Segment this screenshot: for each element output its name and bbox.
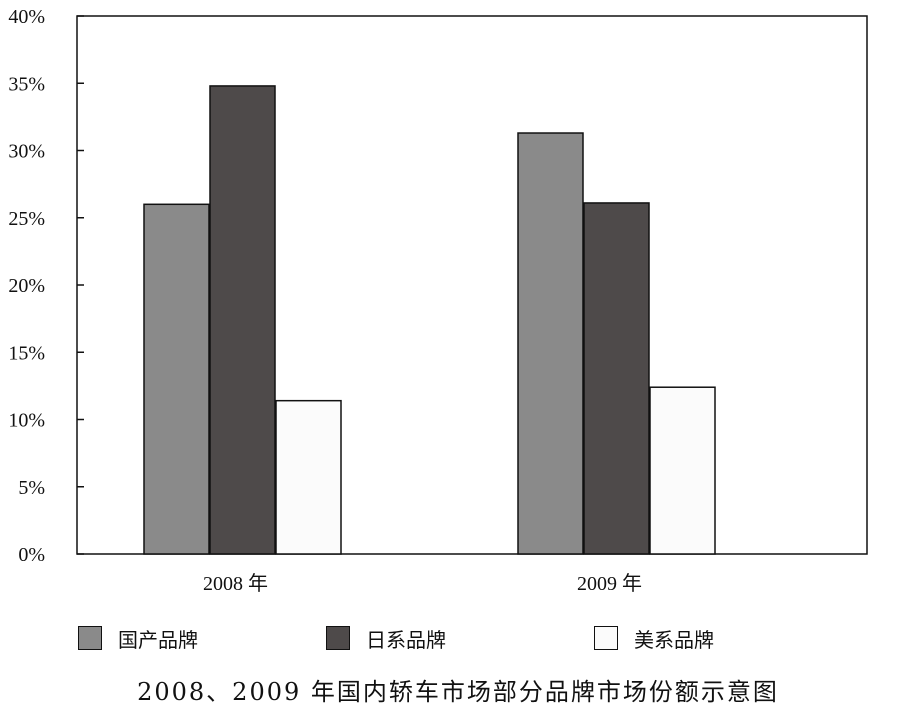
legend-label-japanese: 日系品牌 xyxy=(366,627,446,652)
y-tick-label: 35% xyxy=(8,73,45,95)
bar xyxy=(517,132,584,555)
bar-chart: 0% 5% 10% 15% 20% 25% 30% 35% 40% 2008 年 2009 年 xyxy=(8,6,868,595)
legend-swatch-japanese xyxy=(326,626,350,650)
y-tick-label: 15% xyxy=(8,342,45,364)
x-category-label: 2009 年 xyxy=(577,572,642,595)
y-axis: 0% 5% 10% 15% 20% 25% 30% 35% 40% xyxy=(8,6,84,566)
legend-label-domestic: 国产品牌 xyxy=(118,627,198,652)
legend-item-american: 美系品牌 xyxy=(594,620,714,656)
bar xyxy=(275,399,342,555)
bars xyxy=(143,85,716,555)
legend-swatch-domestic xyxy=(78,626,102,650)
y-tick-label: 40% xyxy=(8,6,45,28)
legend-item-japanese: 日系品牌 xyxy=(326,620,446,656)
x-category-label: 2008 年 xyxy=(203,572,268,595)
y-tick-label: 25% xyxy=(8,208,45,230)
bar xyxy=(209,85,276,555)
legend-swatch-american xyxy=(594,626,618,650)
legend-item-domestic: 国产品牌 xyxy=(78,620,198,656)
bar xyxy=(649,386,716,555)
y-tick-label: 30% xyxy=(8,141,45,163)
legend: 国产品牌 日系品牌 美系品牌 xyxy=(0,620,916,660)
y-tick-label: 5% xyxy=(18,477,45,499)
x-axis: 2008 年 2009 年 xyxy=(203,572,642,595)
y-tick-label: 20% xyxy=(8,275,45,297)
y-tick-label: 0% xyxy=(18,544,45,566)
chart-title: 2008、2009 年国内轿车市场部分品牌市场份额示意图 xyxy=(137,678,779,706)
legend-label-american: 美系品牌 xyxy=(634,627,714,652)
y-tick-label: 10% xyxy=(8,410,45,432)
bar xyxy=(143,203,210,555)
bar xyxy=(583,202,650,555)
